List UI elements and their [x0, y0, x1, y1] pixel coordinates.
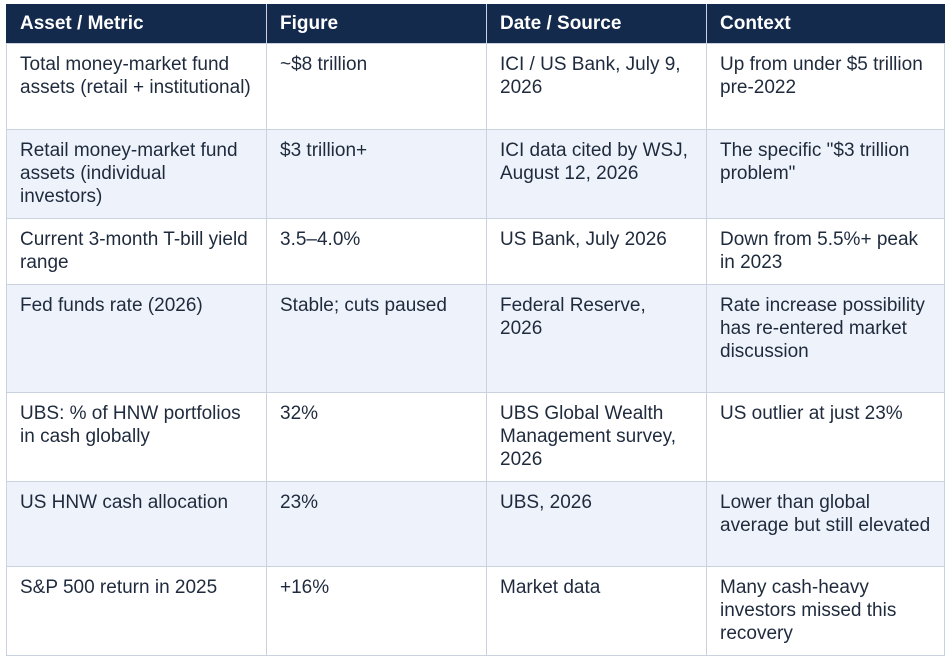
cell-figure: Stable; cuts paused [266, 284, 487, 393]
cell-date-source: Federal Reserve, 2026 [486, 284, 707, 393]
cell-asset-metric: US HNW cash allocation [6, 481, 267, 567]
table-row: Fed funds rate (2026) Stable; cuts pause… [6, 284, 945, 393]
cell-asset-metric: Total money-market fund assets (retail +… [6, 43, 267, 130]
cell-date-source: UBS, 2026 [486, 481, 707, 567]
cell-asset-metric: S&P 500 return in 2025 [6, 566, 267, 656]
column-header-date-source: Date / Source [486, 4, 707, 44]
table-row: Total money-market fund assets (retail +… [6, 43, 945, 130]
cell-context: Lower than global average but still elev… [706, 481, 945, 567]
cell-context: Rate increase possibility has re-entered… [706, 284, 945, 393]
cell-figure: 3.5–4.0% [266, 218, 487, 285]
table-header: Asset / Metric Figure Date / Source Cont… [6, 4, 945, 44]
table-container: Asset / Metric Figure Date / Source Cont… [6, 4, 945, 656]
column-header-context: Context [706, 4, 945, 44]
cell-asset-metric: Retail money-market fund assets (individ… [6, 129, 267, 219]
cell-date-source: Market data [486, 566, 707, 656]
cell-asset-metric: Current 3-month T-bill yield range [6, 218, 267, 285]
cell-date-source: ICI data cited by WSJ, August 12, 2026 [486, 129, 707, 219]
cell-context: Up from under $5 trillion pre-2022 [706, 43, 945, 130]
cell-date-source: UBS Global Wealth Management survey, 202… [486, 392, 707, 482]
data-table: Asset / Metric Figure Date / Source Cont… [6, 4, 945, 656]
column-header-figure: Figure [266, 4, 487, 44]
cell-context: Many cash-heavy investors missed this re… [706, 566, 945, 656]
cell-date-source: US Bank, July 2026 [486, 218, 707, 285]
cell-context: Down from 5.5%+ peak in 2023 [706, 218, 945, 285]
table-row: Current 3-month T-bill yield range 3.5–4… [6, 218, 945, 285]
table-row: US HNW cash allocation 23% UBS, 2026 Low… [6, 481, 945, 567]
table-row: S&P 500 return in 2025 +16% Market data … [6, 566, 945, 656]
table-row: UBS: % of HNW portfolios in cash globall… [6, 392, 945, 482]
table-row: Retail money-market fund assets (individ… [6, 129, 945, 219]
cell-figure: 32% [266, 392, 487, 482]
table-body: Total money-market fund assets (retail +… [6, 43, 945, 656]
column-header-asset-metric: Asset / Metric [6, 4, 267, 44]
cell-figure: 23% [266, 481, 487, 567]
cell-context: The specific "$3 trillion problem" [706, 129, 945, 219]
cell-figure: $3 trillion+ [266, 129, 487, 219]
cell-context: US outlier at just 23% [706, 392, 945, 482]
cell-asset-metric: UBS: % of HNW portfolios in cash globall… [6, 392, 267, 482]
header-row: Asset / Metric Figure Date / Source Cont… [6, 4, 945, 44]
cell-figure: ~$8 trillion [266, 43, 487, 130]
cell-asset-metric: Fed funds rate (2026) [6, 284, 267, 393]
cell-date-source: ICI / US Bank, July 9, 2026 [486, 43, 707, 130]
cell-figure: +16% [266, 566, 487, 656]
